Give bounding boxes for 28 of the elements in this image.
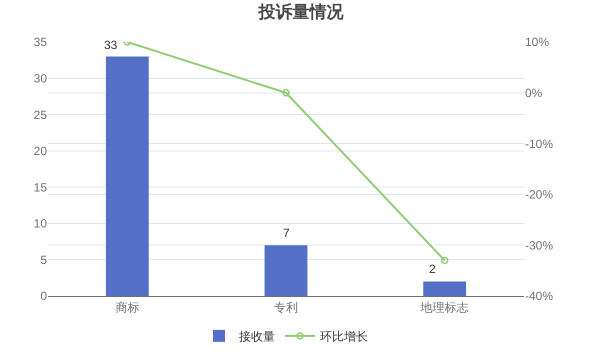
- y-tick-label: 15: [34, 180, 48, 194]
- data-label: 33: [104, 38, 118, 52]
- legend-label: 环比增长: [320, 330, 368, 344]
- y-tick-label: 30: [34, 71, 48, 86]
- data-label: 7: [283, 226, 290, 240]
- y2-tick-label: 10%: [525, 35, 550, 50]
- y2-tick-label: -30%: [525, 238, 554, 252]
- bar: [423, 281, 466, 296]
- legend-label: 接收量: [239, 330, 275, 344]
- y-tick-label: 5: [40, 252, 48, 267]
- y-tick-label: 10: [34, 216, 48, 231]
- y2-tick-label: -40%: [525, 289, 554, 304]
- y-tick-label: 25: [34, 108, 48, 122]
- y-tick-label: 35: [34, 35, 48, 50]
- data-label: 2: [429, 262, 436, 276]
- y2-tick-label: 0%: [525, 86, 543, 100]
- point: [440, 256, 448, 264]
- y-tick-label: 20: [34, 144, 48, 158]
- point: [282, 89, 290, 97]
- x-tick-label: 地理标志: [420, 300, 469, 314]
- y2-tick-label: -10%: [525, 136, 554, 151]
- chart-title: 投诉量情况: [258, 2, 344, 22]
- x-tick-label: 专利: [274, 300, 298, 314]
- y-tick-label: 0: [40, 289, 48, 304]
- y2-tick-label: -20%: [525, 188, 554, 202]
- bar: [106, 56, 149, 296]
- x-tick-label: 商标: [115, 300, 140, 314]
- bar: [264, 245, 308, 296]
